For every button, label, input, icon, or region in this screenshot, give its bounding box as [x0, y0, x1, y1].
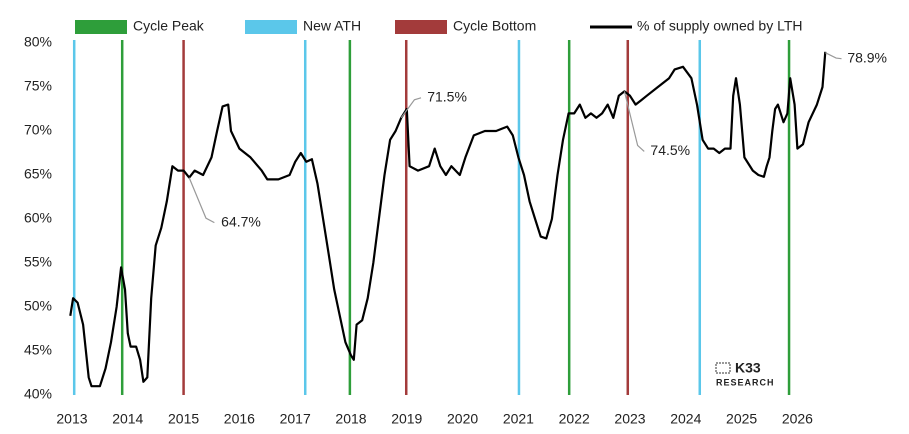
- x-tick-label: 2025: [726, 411, 757, 427]
- x-tick-label: 2018: [335, 411, 366, 427]
- legend-swatch: [245, 20, 297, 34]
- watermark: K33: [735, 360, 761, 376]
- annotation-label: 78.9%: [847, 49, 887, 65]
- y-tick-label: 65%: [24, 166, 52, 182]
- x-tick-label: 2020: [447, 411, 478, 427]
- annotation-leader: [825, 52, 842, 60]
- x-tick-label: 2019: [391, 411, 422, 427]
- x-tick-label: 2024: [670, 411, 701, 427]
- x-tick-label: 2023: [614, 411, 645, 427]
- x-tick-label: 2016: [224, 411, 255, 427]
- x-tick-label: 2017: [280, 411, 311, 427]
- x-tick-label: 2026: [782, 411, 813, 427]
- data-line: [69, 51, 827, 388]
- y-tick-label: 55%: [24, 254, 52, 270]
- y-tick-label: 75%: [24, 78, 52, 94]
- y-tick-label: 50%: [24, 298, 52, 314]
- y-tick-label: 45%: [24, 342, 52, 358]
- x-tick-label: 2014: [112, 411, 143, 427]
- watermark-sub: RESEARCH: [716, 377, 775, 387]
- legend-swatch: [75, 20, 127, 34]
- annotation-leader: [188, 177, 215, 224]
- y-tick-label: 60%: [24, 210, 52, 226]
- x-tick-label: 2013: [56, 411, 87, 427]
- annotation-label: 71.5%: [427, 89, 467, 105]
- logo-icon: [715, 362, 731, 374]
- legend-label: Cycle Peak: [133, 18, 205, 34]
- annotation-label: 64.7%: [221, 213, 261, 229]
- legend-label: New ATH: [303, 18, 361, 34]
- annotation-leader: [623, 91, 645, 152]
- legend-label: % of supply owned by LTH: [637, 18, 803, 34]
- legend-label: Cycle Bottom: [453, 18, 536, 34]
- x-tick-label: 2021: [503, 411, 534, 427]
- y-tick-label: 40%: [24, 386, 52, 402]
- annotation-leader: [400, 97, 422, 119]
- x-tick-label: 2022: [559, 411, 590, 427]
- annotation-label: 74.5%: [650, 142, 690, 158]
- x-tick-label: 2015: [168, 411, 199, 427]
- y-tick-label: 70%: [24, 122, 52, 138]
- legend-swatch: [395, 20, 447, 34]
- y-tick-label: 80%: [24, 34, 52, 50]
